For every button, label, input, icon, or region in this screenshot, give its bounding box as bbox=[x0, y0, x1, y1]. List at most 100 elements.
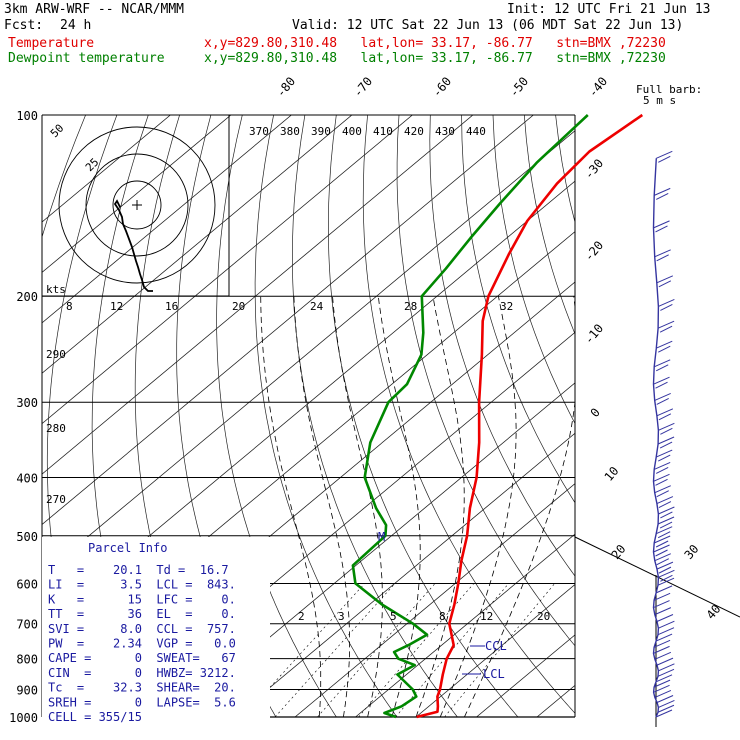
wind-barb bbox=[654, 393, 671, 401]
wind-barb bbox=[653, 592, 671, 601]
wind-barb bbox=[653, 679, 671, 688]
valid-time: Valid: 12 UTC Sat 22 Jun 13 (06 MDT Sat … bbox=[292, 18, 684, 33]
wind-barb bbox=[654, 607, 672, 616]
barb-legend-line2: 5 m s bbox=[643, 94, 676, 107]
pressure-tick-label: 800 bbox=[16, 653, 38, 667]
temperature-tick-label: 30 bbox=[682, 542, 702, 562]
temperature-tick-label: -40 bbox=[586, 74, 611, 100]
wind-barb-feather bbox=[655, 467, 669, 474]
ccl-marker: CCL bbox=[485, 639, 507, 653]
hodograph-ring bbox=[85, 153, 189, 257]
mixing-ratio-tick-label: 32 bbox=[500, 300, 513, 313]
dry-adiabat bbox=[254, 115, 398, 717]
pressure-tick-label: 300 bbox=[16, 396, 38, 410]
temperature-legend: Temperature bbox=[8, 36, 95, 51]
isotherm bbox=[42, 115, 413, 425]
pressure-tick-label: 100 bbox=[16, 109, 38, 123]
wind-barb bbox=[658, 569, 675, 578]
temperature-tick-label: -60 bbox=[430, 74, 455, 100]
wind-barb-feather bbox=[655, 381, 668, 389]
theta-tick-label: 390 bbox=[311, 125, 331, 138]
temperature-tick-label: -10 bbox=[582, 321, 607, 347]
parcel-info-row: CAPE = 0 SWEAT= 67 bbox=[48, 651, 236, 665]
wind-barb bbox=[658, 506, 675, 515]
wind-barb bbox=[654, 651, 672, 660]
wind-barb-feather bbox=[660, 574, 673, 582]
wind-barb bbox=[655, 633, 673, 642]
dry-adiabat bbox=[461, 115, 575, 504]
dry-adiabat bbox=[555, 115, 575, 224]
wind-barb bbox=[658, 422, 675, 431]
parcel-info-row: T = 20.1 Td = 16.7 bbox=[48, 563, 229, 577]
moist-adiabat bbox=[464, 296, 575, 717]
parcel-info-row: SREH = 0 LAPSE= 5.6 bbox=[48, 695, 236, 709]
pressure-tick-label: 600 bbox=[16, 577, 38, 591]
init-time: Init: 12 UTC Fri 21 Jun 13 bbox=[507, 2, 711, 17]
temperature-tick-label: -30 bbox=[582, 156, 607, 182]
wind-barb bbox=[658, 299, 675, 307]
hodograph-ring bbox=[112, 180, 162, 230]
wind-barb bbox=[657, 320, 675, 329]
wind-barb bbox=[654, 553, 671, 562]
wind-barb-feather bbox=[655, 478, 668, 486]
wind-barb bbox=[653, 220, 670, 229]
wind-barb-feather bbox=[658, 501, 672, 508]
dry-adiabat bbox=[618, 115, 740, 717]
wind-barb-feather bbox=[656, 490, 669, 498]
mixing-ratio-tick-label: 5 bbox=[390, 610, 397, 623]
temperature-location: x,y=829.80,310.48 lat,lon= 33.17, -86.77… bbox=[204, 36, 666, 51]
wind-barb bbox=[656, 275, 674, 284]
wind-barb bbox=[653, 600, 670, 609]
wind-barb-staff bbox=[652, 158, 660, 718]
isotherm bbox=[42, 115, 292, 324]
wind-barb bbox=[653, 473, 670, 482]
lcl-marker: LCL bbox=[483, 667, 505, 681]
dry-adiabat bbox=[492, 115, 575, 425]
moist-adiabat bbox=[415, 296, 465, 717]
moist-adiabat bbox=[377, 296, 421, 717]
wind-barb bbox=[653, 544, 670, 553]
temperature-tick-label: -80 bbox=[274, 74, 299, 100]
hodograph-ring bbox=[58, 126, 216, 284]
hodograph-ring-label: 50 bbox=[48, 122, 67, 141]
parcel-info-row: TT = 36 EL = 0. bbox=[48, 607, 236, 621]
wind-barb bbox=[657, 577, 675, 586]
parcel-info-row: PW = 2.34 VGP = 0.0 bbox=[48, 637, 236, 651]
isotherm bbox=[355, 533, 575, 717]
wind-barb bbox=[656, 496, 674, 505]
isotherm bbox=[173, 382, 575, 717]
pressure-tick-label: 1000 bbox=[9, 711, 38, 725]
mixing-ratio-tick-label: 8 bbox=[439, 610, 446, 623]
dry-adiabat bbox=[523, 115, 575, 335]
wind-barb-feather bbox=[655, 540, 669, 548]
forecast-hour: 24 h bbox=[60, 18, 92, 33]
mixing-ratio-tick-label: 24 bbox=[310, 300, 324, 313]
parcel-info-row: SVI = 8.0 CCL = 757. bbox=[48, 622, 236, 636]
wind-barb-feather bbox=[655, 549, 668, 557]
m-marker: M bbox=[378, 530, 385, 544]
wind-barb-feather bbox=[659, 521, 673, 529]
isotherm bbox=[42, 115, 171, 223]
isotherm bbox=[598, 115, 740, 717]
wind-barb bbox=[656, 614, 674, 622]
mixing-ratio-tick-label: 20 bbox=[232, 300, 245, 313]
mixing-ratio-tick-label: 2 bbox=[298, 610, 305, 623]
wind-barb bbox=[653, 645, 670, 654]
wind-barb bbox=[653, 535, 671, 544]
wind-barb bbox=[653, 462, 671, 470]
wind-panel-frame bbox=[574, 536, 740, 618]
isotherm bbox=[294, 483, 575, 717]
theta-left-tick-label: 270 bbox=[46, 493, 66, 506]
wind-barb-feather bbox=[657, 531, 671, 539]
forecast-label: Fcst: bbox=[4, 18, 44, 33]
wind-barb bbox=[657, 704, 675, 713]
isotherm bbox=[536, 684, 575, 717]
dewpoint-location: x,y=829.80,310.48 lat,lon= 33.17, -86.77… bbox=[204, 51, 666, 66]
parcel-info-row: Tc = 32.3 SHEAR= 20. bbox=[48, 681, 236, 695]
isotherm bbox=[42, 115, 232, 273]
wind-barb-feather bbox=[658, 413, 672, 421]
mixing-ratio-tick-label: 16 bbox=[165, 300, 178, 313]
wind-barb bbox=[656, 150, 673, 159]
